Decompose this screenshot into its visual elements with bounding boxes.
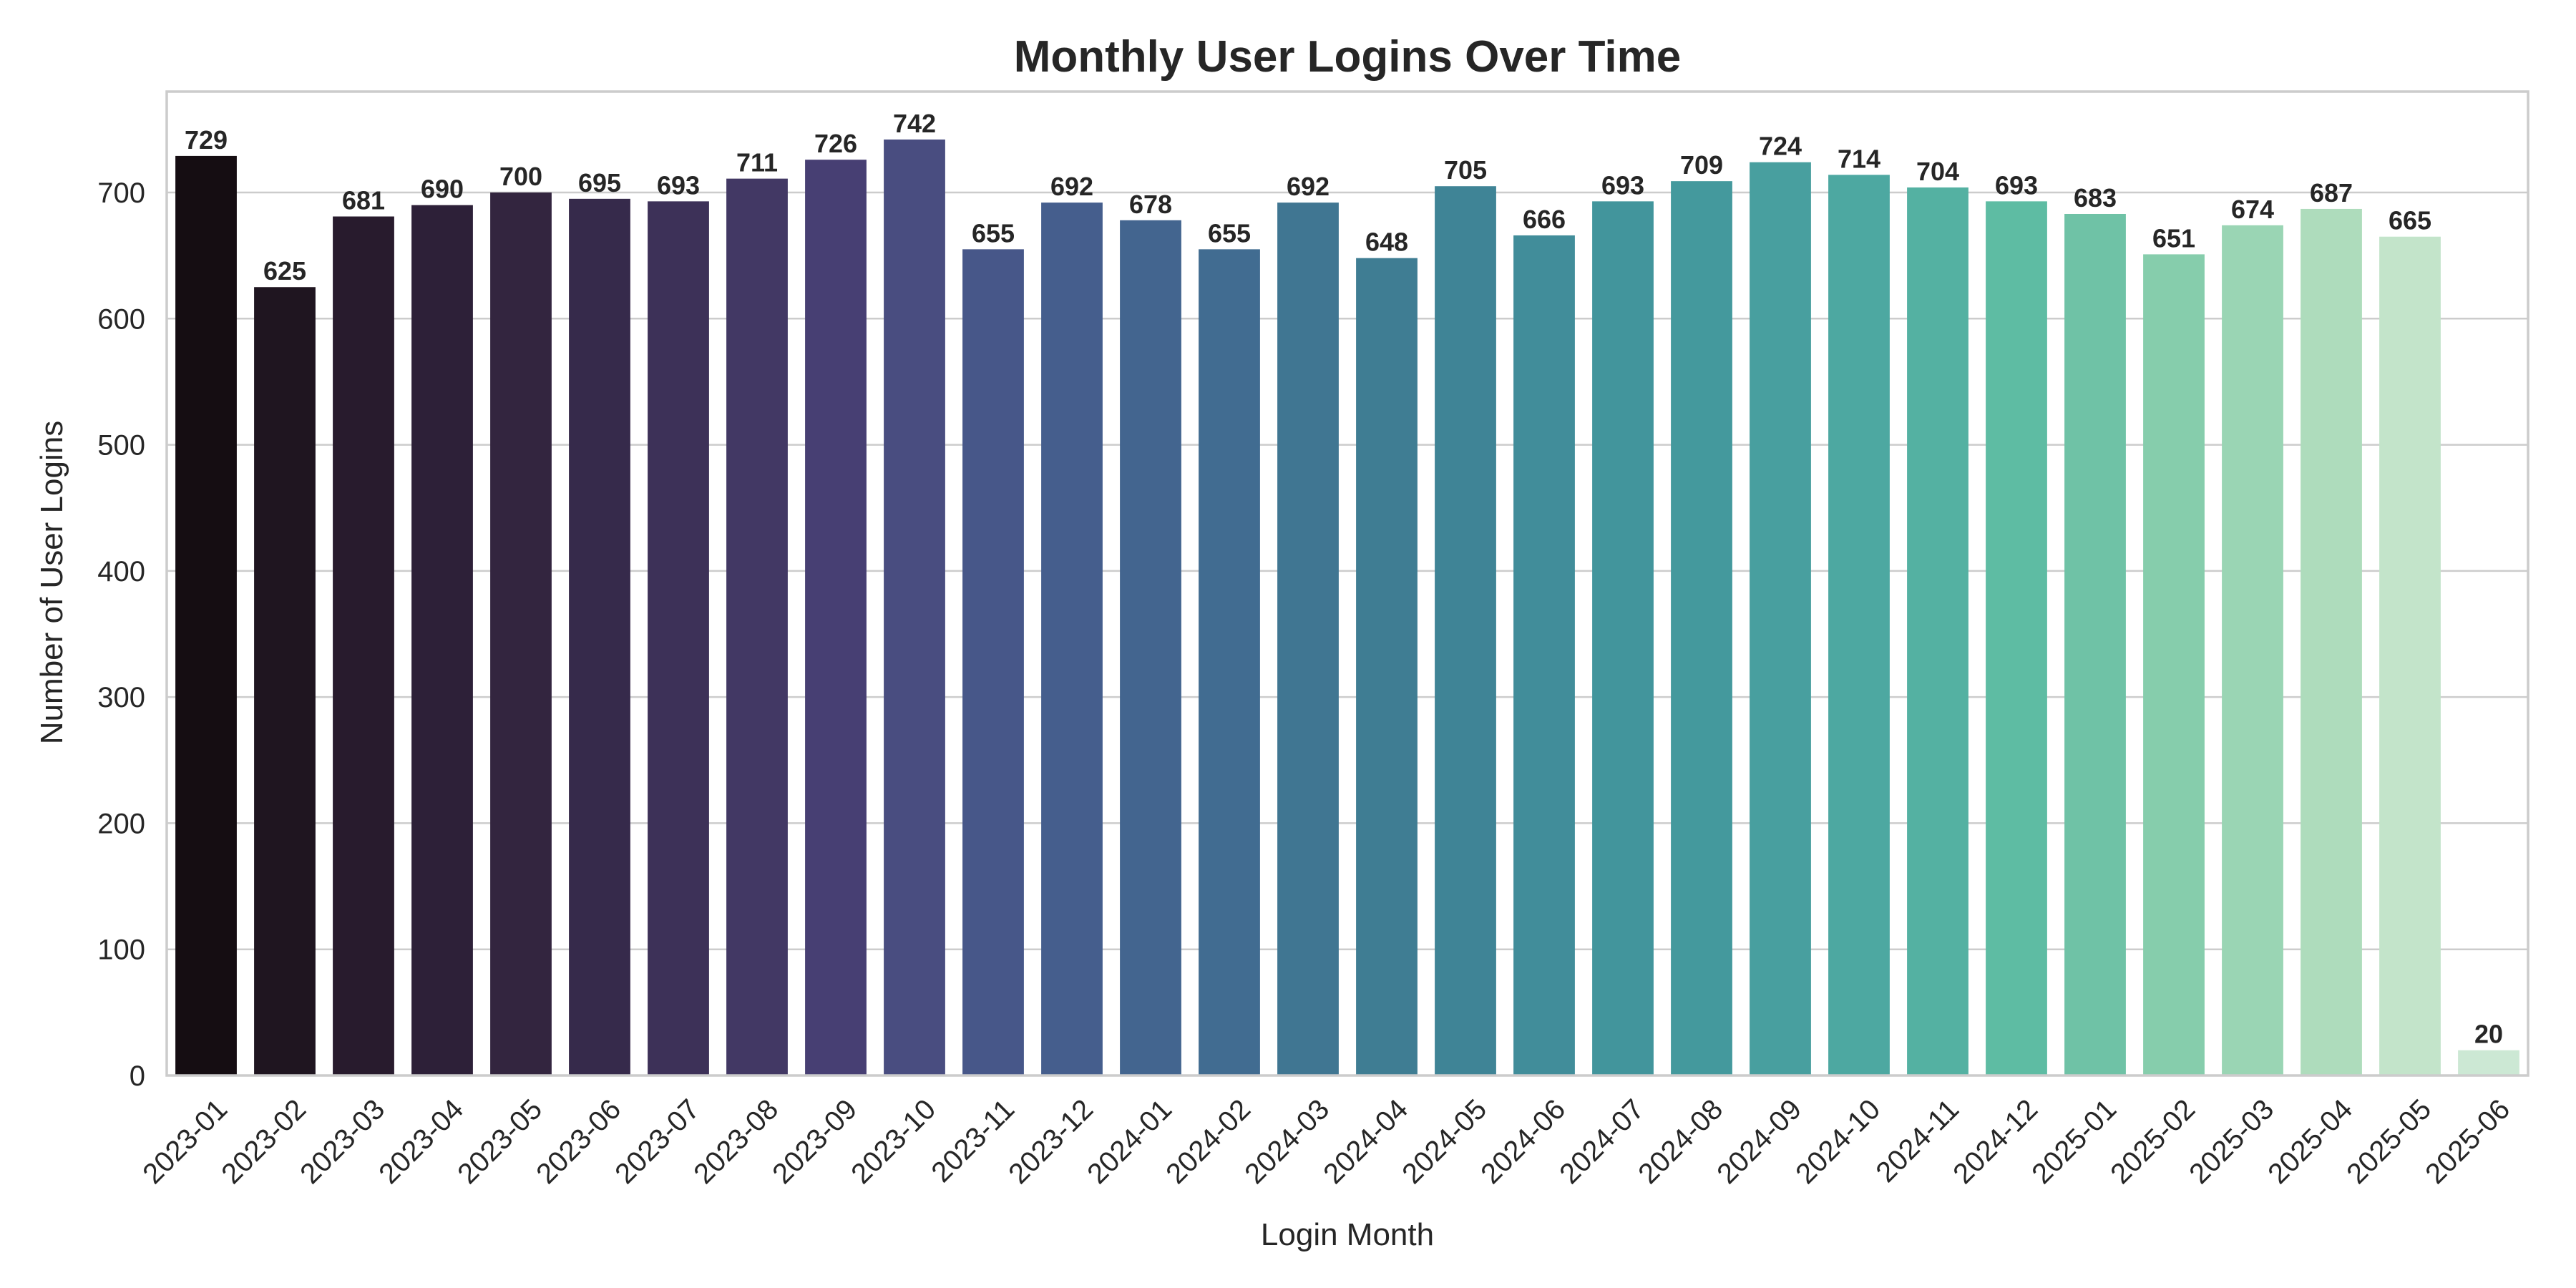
bar: [1592, 201, 1654, 1076]
bar: [884, 139, 945, 1075]
bar-value-label: 692: [1050, 172, 1093, 201]
bar-value-label: 665: [2389, 206, 2431, 235]
bar-value-label: 742: [893, 109, 936, 138]
bar: [1671, 181, 1732, 1075]
bar-value-label: 681: [342, 186, 385, 215]
bar-value-label: 651: [2152, 223, 2195, 253]
x-axis-label: Login Month: [1261, 1217, 1434, 1252]
bar-value-label: 20: [2474, 1020, 2503, 1049]
bar: [175, 155, 237, 1076]
bar-value-label: 704: [1916, 157, 1959, 186]
bar-value-label: 709: [1680, 150, 1723, 180]
bar: [254, 287, 316, 1075]
bar-value-label: 714: [1838, 144, 1880, 173]
y-tick-label: 200: [97, 808, 145, 839]
bar-value-label: 687: [2310, 178, 2353, 208]
bars: [175, 139, 2519, 1076]
bar-value-label: 711: [736, 148, 778, 177]
bar-value-label: 674: [2231, 195, 2274, 224]
bar: [2379, 236, 2441, 1075]
bar: [2064, 213, 2126, 1075]
bar-value-label: 693: [657, 170, 700, 200]
bar: [805, 160, 867, 1076]
bar-value-label: 648: [1365, 228, 1408, 257]
y-axis-label: Number of User Logins: [34, 421, 69, 744]
bar-value-labels: 729 625 681 690 700 695 693 711 726 742 655 692 678 6…: [185, 109, 2503, 1049]
bar: [1907, 187, 1968, 1075]
bar: [1199, 249, 1260, 1076]
bar: [726, 178, 788, 1075]
bar: [1435, 186, 1496, 1075]
bar-value-label: 693: [1995, 170, 2038, 200]
y-tick-label: 700: [97, 177, 145, 209]
bar-value-label: 655: [972, 218, 1015, 248]
bar-value-label: 666: [1523, 205, 1566, 234]
bar: [569, 198, 630, 1076]
y-tick-label: 0: [130, 1060, 145, 1092]
bar: [411, 205, 473, 1076]
bar: [1986, 201, 2047, 1076]
bar: [962, 249, 1024, 1076]
bar: [1828, 175, 1890, 1075]
bar-value-label: 705: [1444, 155, 1487, 185]
chart-title: Monthly User Logins Over Time: [1014, 32, 1681, 82]
bar-value-label: 700: [499, 162, 542, 191]
bar: [333, 216, 394, 1075]
bar: [1120, 220, 1181, 1076]
y-tick-label: 300: [97, 682, 145, 713]
bar-value-label: 683: [2074, 183, 2117, 213]
bar: [1041, 203, 1103, 1076]
y-tick-label: 400: [97, 556, 145, 587]
bar: [2143, 254, 2205, 1076]
bar-value-label: 693: [1601, 170, 1644, 200]
bar: [490, 192, 552, 1075]
bar: [2301, 208, 2362, 1075]
bar: [1356, 258, 1418, 1075]
plot-frame: [165, 90, 2529, 1077]
y-tick-label: 600: [97, 303, 145, 335]
bar-value-label: 695: [578, 168, 621, 197]
bar-value-label: 729: [185, 125, 228, 155]
bar-value-label: 724: [1759, 132, 1802, 161]
bar: [1277, 203, 1339, 1076]
bar: [2458, 1050, 2519, 1075]
bar-value-label: 625: [263, 256, 306, 286]
y-tick-label: 500: [97, 430, 145, 462]
y-axis-ticks: 0 100 200 300 400 500 600 700: [97, 177, 145, 1092]
y-tick-label: 100: [97, 935, 145, 966]
bar: [2222, 225, 2283, 1075]
bar: [1750, 162, 1811, 1076]
bar-value-label: 655: [1208, 218, 1251, 248]
bar-value-label: 692: [1287, 172, 1330, 201]
bar: [1513, 235, 1575, 1075]
bar-value-label: 726: [814, 129, 857, 158]
bar-value-label: 678: [1129, 190, 1172, 219]
bar: [648, 201, 709, 1076]
bar-value-label: 690: [421, 175, 464, 204]
